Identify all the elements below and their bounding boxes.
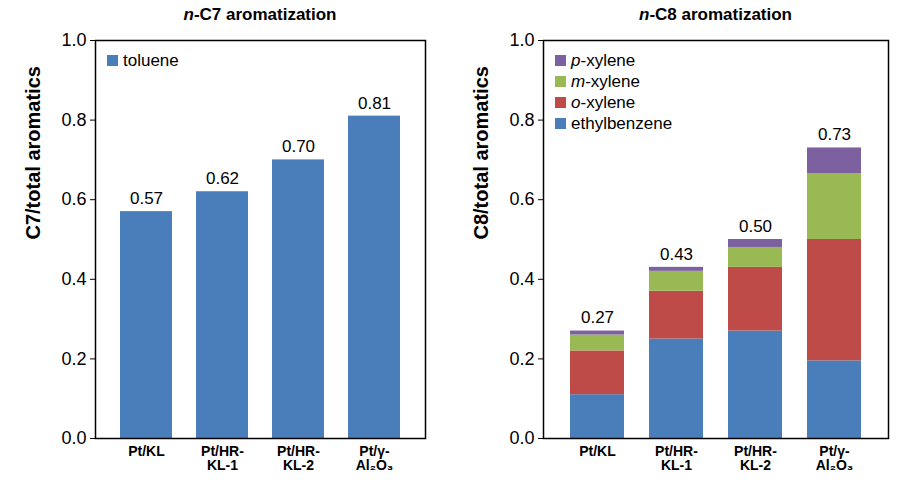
svg-text:0.8: 0.8 <box>61 110 86 130</box>
svg-text:0.8: 0.8 <box>509 110 534 130</box>
html-text:p -xylene: p -xylene <box>571 51 636 70</box>
svg-text:0.6: 0.6 <box>61 189 86 209</box>
svg-text:C8/total aromatics: C8/total aromatics <box>470 66 492 239</box>
html-text:n -C7 aromatization: n -C7 aromatization <box>183 5 337 24</box>
svg-text:0.0: 0.0 <box>509 428 534 448</box>
html-text:toluene: toluene <box>123 51 179 70</box>
svg-text:Pt/HR-KL-2: Pt/HR-KL-2 <box>734 443 777 473</box>
svg-text:Pt/HR-KL-2: Pt/HR-KL-2 <box>277 443 320 473</box>
svg-text:0.27: 0.27 <box>581 308 614 327</box>
svg-text:Pt/HR-KL-1: Pt/HR-KL-1 <box>201 443 244 473</box>
svg-text:0.0: 0.0 <box>61 428 86 448</box>
svg-text:0.4: 0.4 <box>61 269 86 289</box>
svg-text:0.2: 0.2 <box>509 349 534 369</box>
svg-text:0.43: 0.43 <box>660 245 693 264</box>
html-text:ethylbenzene: ethylbenzene <box>571 114 673 133</box>
svg-text:Pt/γ-Al₂O₃: Pt/γ-Al₂O₃ <box>816 443 854 473</box>
svg-text:0.81: 0.81 <box>358 94 391 113</box>
svg-text:0.4: 0.4 <box>509 269 534 289</box>
html-text:m -xylene: m -xylene <box>571 72 640 91</box>
svg-text:C7/total aromatics: C7/total aromatics <box>22 66 44 239</box>
svg-text:0.6: 0.6 <box>509 189 534 209</box>
svg-text:0.57: 0.57 <box>130 189 163 208</box>
svg-text:0.62: 0.62 <box>206 169 239 188</box>
svg-text:0.70: 0.70 <box>282 137 315 156</box>
svg-text:Pt/HR-KL-1: Pt/HR-KL-1 <box>655 443 698 473</box>
html-text:o -xylene: o -xylene <box>571 93 636 112</box>
svg-text:Pt/γ-Al₂O₃: Pt/γ-Al₂O₃ <box>356 443 394 473</box>
svg-text:1.0: 1.0 <box>61 30 86 50</box>
svg-text:Pt/KL: Pt/KL <box>579 443 616 459</box>
svg-text:Pt/KL: Pt/KL <box>128 443 165 459</box>
svg-text:1.0: 1.0 <box>509 30 534 50</box>
svg-text:0.50: 0.50 <box>739 217 772 236</box>
svg-text:0.2: 0.2 <box>61 349 86 369</box>
html-text:n -C8 aromatization: n -C8 aromatization <box>639 5 792 24</box>
svg-text:0.73: 0.73 <box>818 125 851 144</box>
